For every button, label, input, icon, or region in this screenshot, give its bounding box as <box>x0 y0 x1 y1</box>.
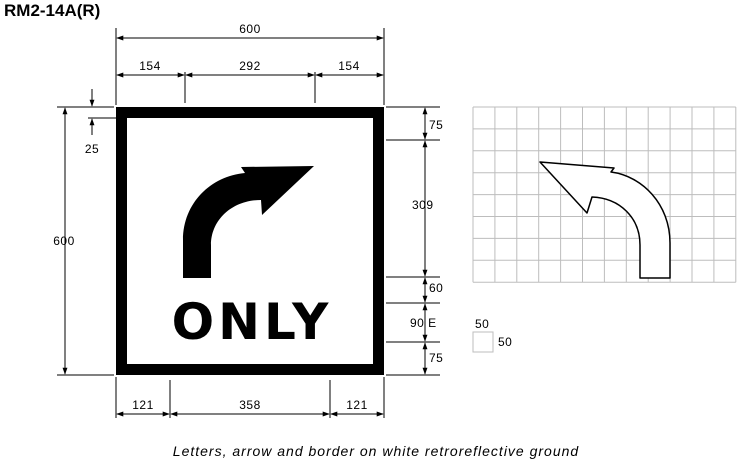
top-dimensions: 600 154 292 154 <box>115 22 385 105</box>
sign-ground <box>127 118 373 364</box>
grid-scale-cell <box>472 331 494 353</box>
left-turn-arrow-outline-icon <box>539 161 671 279</box>
right-dimensions: 75 309 60 90 E 75 <box>386 106 443 376</box>
dim-bottom-left: 121 <box>132 398 154 412</box>
dim-right-gap: 60 <box>429 281 443 295</box>
dim-bottom-middle: 358 <box>239 398 261 412</box>
dim-border-inset: 25 <box>85 142 99 156</box>
grid-cell-height: 50 <box>498 335 512 349</box>
left-dimensions: 600 25 <box>53 89 125 376</box>
dim-top-left: 154 <box>139 59 161 73</box>
bottom-dimensions: 121 358 121 <box>115 377 385 418</box>
dim-top-right: 154 <box>338 59 360 73</box>
dim-right-arrow: 309 <box>412 198 434 212</box>
dim-top-middle: 292 <box>239 59 261 73</box>
dim-right-top: 75 <box>429 118 443 132</box>
grid-cell-width: 50 <box>475 317 489 331</box>
dim-overall-width: 600 <box>239 22 261 36</box>
dim-bottom-right: 121 <box>346 398 368 412</box>
sign-code-title: RM2-14A(R) <box>4 1 100 20</box>
dim-right-letters: 90 E <box>410 316 437 330</box>
arrow-layout-grid <box>472 106 737 283</box>
grid-scale-legend: 50 50 <box>472 317 512 353</box>
sign-legend: ONLY <box>172 293 333 351</box>
right-turn-arrow-icon <box>183 166 314 278</box>
sign-panel: ONLY <box>116 107 384 375</box>
caption: Letters, arrow and border on white retro… <box>173 443 580 459</box>
dim-overall-height: 600 <box>53 234 75 248</box>
dim-right-bottom: 75 <box>429 351 443 365</box>
